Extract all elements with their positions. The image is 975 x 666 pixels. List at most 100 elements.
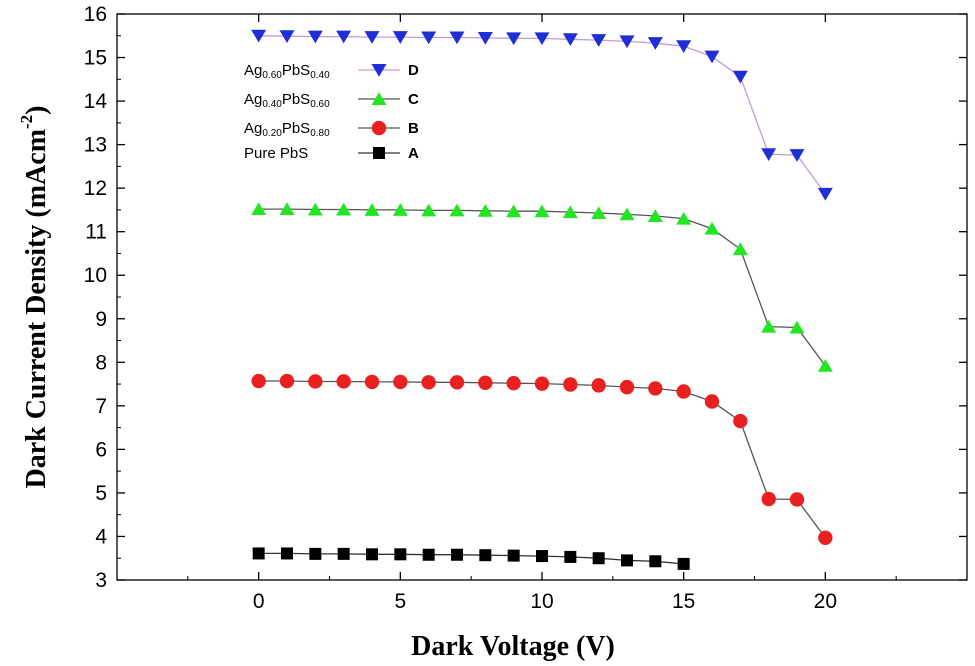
data-point-C (307, 202, 323, 216)
legend-marker-A (373, 147, 385, 159)
x-tick-label: 5 (394, 590, 406, 613)
legend-label-A: Pure PbS (244, 145, 308, 162)
y-axis-title-sup: -2 (17, 115, 36, 129)
data-point-C (477, 204, 493, 217)
data-point-A (564, 550, 577, 563)
data-point-D (789, 149, 805, 162)
data-point-D (251, 29, 267, 43)
y-tick-label: 13 (84, 134, 107, 157)
data-point-D (421, 31, 437, 45)
data-point-C (364, 203, 380, 216)
y-tick-label: 6 (95, 438, 107, 461)
data-point-D (761, 148, 777, 161)
data-point-D (732, 70, 748, 84)
data-point-D (279, 30, 295, 43)
y-axis-title-close: ) (21, 105, 52, 114)
data-point-B (818, 530, 833, 545)
data-point-A (422, 548, 435, 561)
data-point-C (279, 202, 295, 216)
data-point-B (676, 384, 691, 399)
y-tick-label: 5 (95, 482, 107, 505)
y-tick-label: 8 (95, 351, 107, 374)
data-point-C (789, 320, 805, 334)
legend-letter-D: D (408, 62, 419, 79)
data-point-B (308, 374, 323, 389)
legend-subscript: 0.40 (310, 70, 330, 81)
data-point-B (591, 378, 606, 393)
data-point-A (536, 550, 548, 563)
data-point-A (309, 547, 322, 560)
data-point-D (364, 31, 380, 44)
y-tick-label: 12 (84, 177, 107, 200)
legend-label-part: PbS (282, 120, 310, 137)
legend-marker-D (371, 64, 387, 77)
y-axis-title-main: Dark Current Density (mAcm (21, 129, 52, 489)
data-point-A (337, 547, 350, 560)
data-point-C (336, 202, 352, 216)
data-point-D (336, 30, 352, 44)
data-point-D (817, 187, 833, 201)
legend-label-part: Ag (244, 62, 262, 79)
series-D (251, 29, 833, 201)
data-point-B (393, 374, 408, 390)
data-point-C (591, 206, 607, 219)
data-point-D (676, 40, 692, 53)
data-point-C (251, 202, 267, 216)
x-tick-label: 15 (672, 590, 695, 613)
y-tick-label: 14 (84, 90, 108, 113)
data-point-D (562, 33, 578, 47)
data-point-D (534, 32, 550, 46)
data-point-B (789, 492, 805, 507)
data-point-D (449, 31, 465, 45)
data-point-C (704, 221, 720, 235)
data-point-A (451, 548, 463, 561)
data-point-B (534, 376, 550, 391)
legend-marker-C (371, 92, 387, 105)
legend-label-part: Pure PbS (244, 145, 308, 162)
data-point-B (251, 373, 266, 389)
data-point-A (507, 549, 520, 562)
data-point-C (562, 205, 578, 219)
y-tick-label: 16 (84, 3, 107, 26)
y-tick-label: 9 (95, 308, 107, 331)
data-point-C (732, 242, 748, 256)
data-point-C (421, 203, 437, 217)
data-point-D (704, 50, 720, 64)
axis-ticks: 0 5 10 15 20 3 4 5 6 7 8 9 10 11 12 13 14 15 16 (84, 3, 967, 613)
legend-letter-C: C (408, 91, 419, 108)
legend-letter-B: B (408, 120, 419, 137)
data-point-C (817, 359, 833, 372)
x-tick-label: 20 (814, 590, 837, 613)
legend-label-part: Ag (244, 91, 262, 108)
data-point-C (761, 319, 777, 333)
data-point-D (591, 34, 607, 47)
y-tick-label: 10 (84, 264, 107, 287)
x-tick-label: 0 (253, 590, 265, 613)
legend-letter-A: A (408, 145, 419, 162)
y-axis-title: Dark Current Density (mAcm-2) (17, 105, 52, 488)
data-point-A (677, 557, 690, 570)
y-tick-label: 11 (85, 221, 107, 244)
legend-subscript: 0.60 (310, 99, 330, 110)
data-point-A (394, 548, 407, 561)
data-point-C (676, 211, 692, 225)
legend-marker-B (371, 120, 387, 136)
x-tick-label: 10 (530, 590, 553, 613)
data-point-A (366, 548, 378, 561)
data-point-B (619, 379, 635, 395)
legend-subscript: 0.20 (262, 128, 282, 139)
data-point-B (421, 375, 436, 390)
data-point-D (647, 37, 663, 50)
data-point-D (477, 31, 493, 45)
series-B (251, 373, 833, 545)
legend-subscript: 0.40 (262, 99, 282, 110)
series-line-C (258, 208, 826, 367)
legend-label-part: PbS (282, 91, 310, 108)
data-point-A (592, 552, 605, 565)
x-axis-title: Dark Voltage (V) (411, 631, 615, 662)
legend-subscript: 0.80 (310, 128, 330, 139)
y-tick-label: 7 (95, 395, 107, 418)
data-point-B (761, 491, 776, 507)
